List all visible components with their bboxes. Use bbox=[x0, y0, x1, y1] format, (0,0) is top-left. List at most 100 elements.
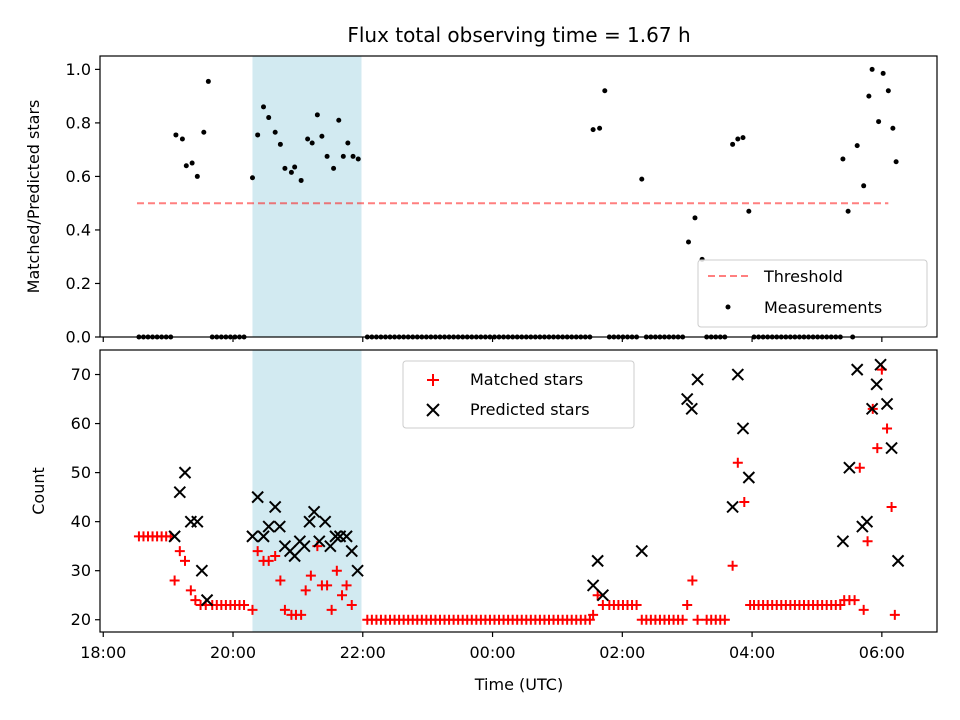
predicted-star-marker bbox=[298, 539, 311, 553]
measurement-point bbox=[194, 173, 200, 179]
y-tick-label: 0.0 bbox=[66, 328, 91, 347]
predicted-star-marker bbox=[691, 373, 704, 386]
predicted-star-marker bbox=[891, 554, 905, 568]
predicted-star-marker bbox=[173, 486, 187, 499]
measurement-point bbox=[179, 136, 185, 142]
matched-star-marker bbox=[739, 497, 750, 508]
predicted-star-marker bbox=[591, 554, 604, 568]
matched-star-marker bbox=[882, 423, 893, 434]
count-axes-frame bbox=[99, 349, 938, 633]
matched-star-marker bbox=[270, 550, 281, 561]
y-tick-label: 20 bbox=[71, 610, 91, 629]
measurement-point bbox=[305, 136, 311, 142]
matched-star-marker bbox=[727, 560, 738, 571]
predicted-star-marker bbox=[885, 441, 898, 455]
measurement-point bbox=[639, 176, 645, 182]
measurement-point bbox=[840, 156, 846, 162]
matched-star-marker bbox=[862, 536, 873, 547]
measurement-point bbox=[869, 66, 875, 72]
predicted-star-marker bbox=[860, 515, 874, 528]
measurement-point bbox=[345, 140, 351, 146]
predicted-star-marker bbox=[685, 402, 698, 416]
measurement-point bbox=[866, 93, 872, 99]
measurement-point bbox=[730, 141, 736, 147]
predicted-star-marker bbox=[268, 500, 282, 514]
predicted-star-marker bbox=[865, 402, 879, 416]
ratio-x-ticks bbox=[102, 337, 883, 342]
matched-star-marker bbox=[185, 585, 196, 596]
matched-star-marker bbox=[732, 457, 743, 468]
y-tick-label: 0.6 bbox=[66, 167, 91, 186]
matched-star-marker bbox=[263, 555, 274, 566]
ratio-legend: Threshold Measurements bbox=[697, 259, 928, 328]
predicted-star-marker bbox=[880, 397, 894, 411]
matched-star-marker bbox=[588, 609, 599, 620]
matched-star-marker bbox=[858, 604, 869, 615]
measurement-point bbox=[602, 88, 608, 94]
matched-star-marker bbox=[719, 614, 730, 625]
measurement-point bbox=[319, 133, 325, 139]
measurement-point bbox=[205, 78, 211, 84]
measurement-point bbox=[746, 208, 752, 214]
count-y-axis-label: Count bbox=[29, 467, 48, 515]
predicted-star-marker bbox=[251, 490, 264, 504]
measurement-point bbox=[249, 175, 255, 181]
predicted-star-marker bbox=[596, 589, 610, 602]
predicted-star-marker bbox=[836, 535, 850, 548]
matched-star-marker bbox=[854, 462, 865, 473]
ratio-axes-frame bbox=[99, 55, 938, 338]
y-tick-label: 0.2 bbox=[66, 274, 91, 293]
predicted-star-marker bbox=[324, 539, 337, 553]
matched-star-marker bbox=[331, 565, 342, 576]
predicted-star-marker bbox=[246, 530, 259, 543]
measurement-point bbox=[845, 208, 851, 214]
matched-star-marker bbox=[322, 580, 333, 591]
matched-star-marker bbox=[631, 600, 642, 611]
measurement-point bbox=[298, 177, 304, 183]
measurement-point bbox=[183, 163, 189, 169]
matched-star-marker bbox=[337, 590, 348, 601]
measurement-point bbox=[355, 156, 361, 162]
measurement-point bbox=[266, 115, 272, 121]
predicted-star-marker bbox=[850, 363, 864, 376]
y-tick-label: 60 bbox=[71, 414, 91, 433]
matched-star-marker bbox=[872, 443, 883, 454]
count-panel: 20 30 40 50 60 70 18:00 20:00 22:00 00:00 02:00 04… bbox=[29, 349, 938, 694]
ratio-legend-box bbox=[697, 259, 928, 328]
predicted-star-marker bbox=[195, 564, 209, 577]
count-legend-box bbox=[402, 360, 635, 429]
predicted-star-marker bbox=[870, 378, 883, 391]
y-tick-label: 40 bbox=[71, 512, 91, 531]
x-tick-label: 06:00 bbox=[859, 643, 905, 662]
x-tick-label: 20:00 bbox=[210, 643, 256, 662]
predicted-star-marker bbox=[586, 579, 600, 592]
predicted-star-marker bbox=[288, 549, 301, 563]
matched-star-marker bbox=[247, 604, 258, 615]
legend-threshold-label: Threshold bbox=[763, 267, 843, 286]
legend-measurements-label: Measurements bbox=[764, 298, 882, 317]
x-tick-label: 02:00 bbox=[599, 643, 645, 662]
measurement-point bbox=[261, 104, 267, 110]
measurement-point bbox=[314, 112, 320, 118]
measurement-point bbox=[880, 70, 886, 76]
matched-star-marker bbox=[687, 575, 698, 586]
measurement-point bbox=[331, 165, 337, 171]
predicted-star-marker bbox=[200, 593, 214, 607]
count-y-ticks: 20 30 40 50 60 70 bbox=[71, 365, 100, 629]
y-tick-label: 70 bbox=[71, 365, 91, 384]
measurement-point bbox=[201, 129, 207, 135]
ratio-panel: 0.0 0.2 0.4 0.6 0.8 1.0 Matched/Predicted sta… bbox=[24, 55, 938, 347]
x-axis-label: Time (UTC) bbox=[474, 675, 563, 694]
measurement-point bbox=[272, 129, 278, 135]
measurement-point bbox=[336, 117, 342, 123]
matched-star-marker bbox=[296, 609, 307, 620]
measurement-point bbox=[876, 119, 882, 125]
matched-star-marker bbox=[300, 585, 311, 596]
x-tick-label: 22:00 bbox=[340, 643, 386, 662]
matched-star-marker bbox=[592, 590, 603, 601]
legend-measurements-swatch bbox=[725, 304, 731, 310]
count-legend: Matched stars Predicted stars bbox=[402, 360, 635, 429]
x-tick-label: 00:00 bbox=[469, 643, 515, 662]
matched-star-marker bbox=[252, 546, 263, 557]
